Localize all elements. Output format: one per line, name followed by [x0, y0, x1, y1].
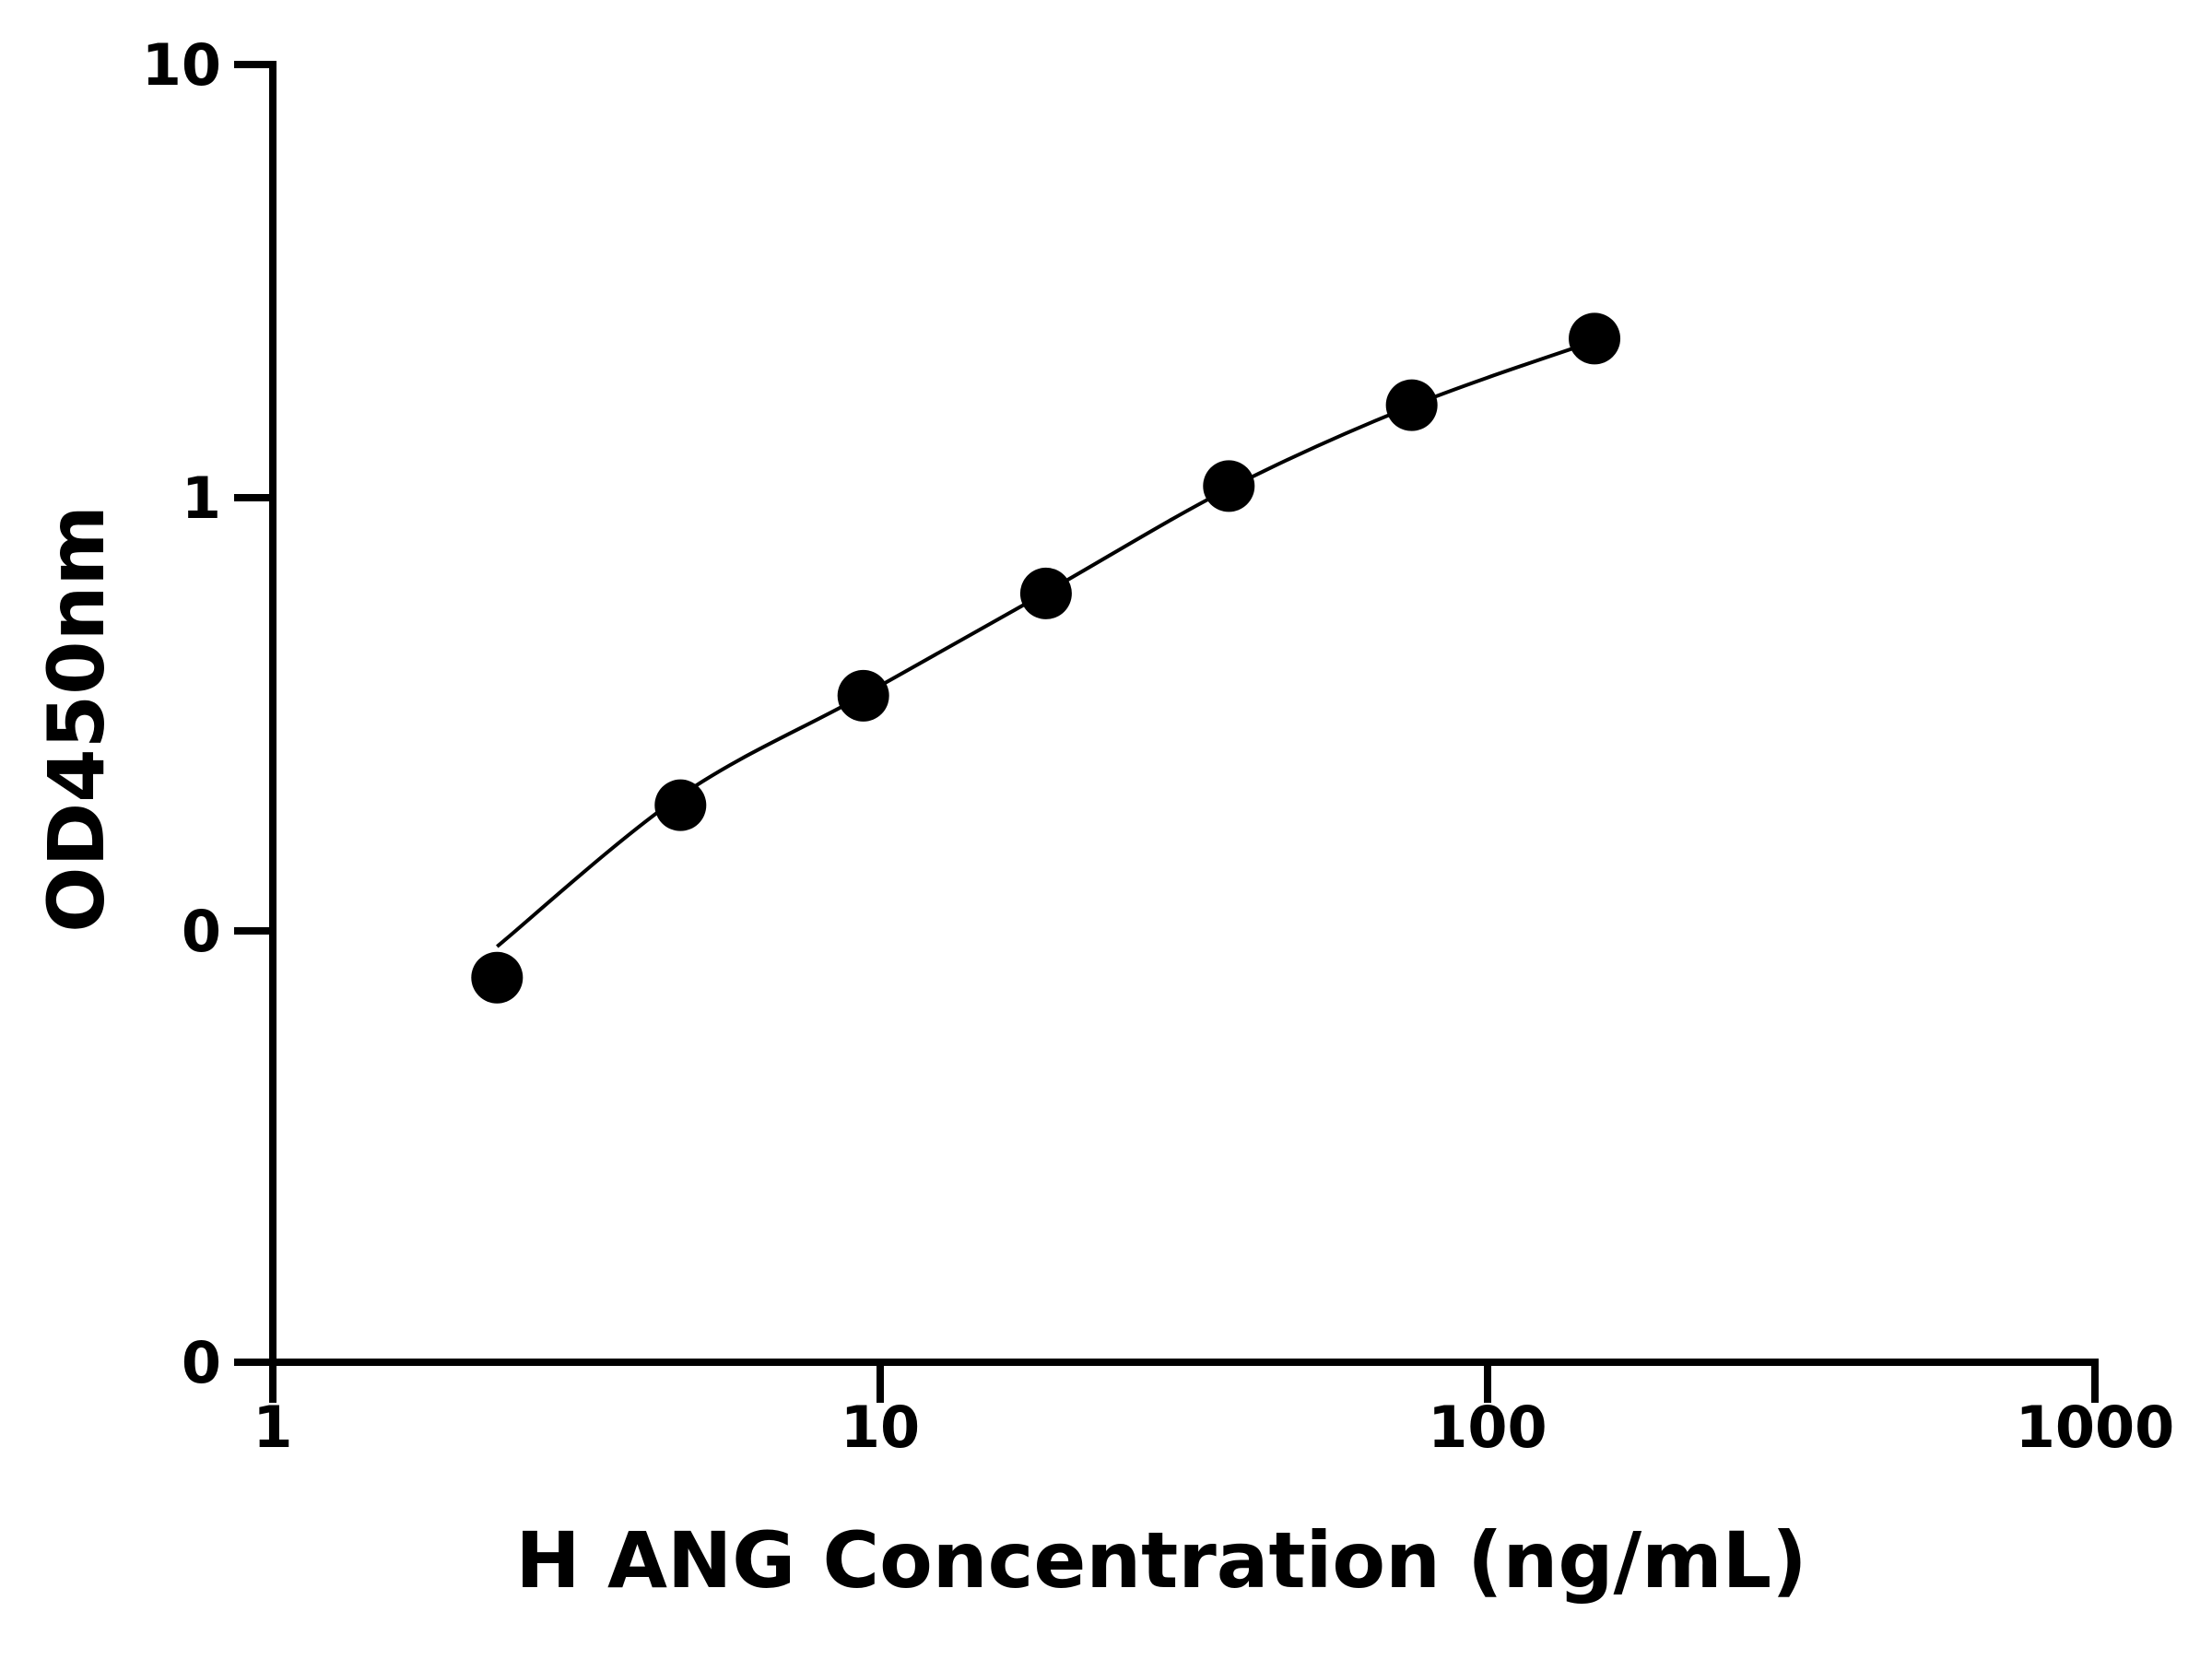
data-point-5 [1203, 460, 1255, 512]
data-points [471, 312, 1621, 1004]
x-tick-label-1: 1 [253, 1394, 292, 1461]
fit-curve-layer [496, 339, 1595, 948]
data-point-6 [1385, 379, 1438, 431]
data-point-3 [837, 669, 889, 722]
y-tick-label-3: 10 [142, 31, 221, 99]
tick-marks [234, 61, 2099, 1403]
data-point-1 [471, 951, 524, 1004]
data-point-7 [1569, 312, 1621, 365]
data-point-2 [654, 779, 707, 831]
y-tick-label-1: 0 [182, 898, 221, 965]
axes [269, 61, 2099, 1366]
y-axis-title: OD450nm [31, 505, 122, 933]
x-tick-label-1000: 1000 [2016, 1394, 2175, 1461]
data-point-4 [1019, 567, 1072, 619]
y-tick-label-0: 0 [182, 1329, 221, 1396]
fit-curve [496, 339, 1595, 948]
x-tick-label-100: 100 [1428, 1394, 1547, 1461]
x-tick-label-10: 10 [841, 1394, 920, 1461]
y-tick-label-2: 1 [182, 465, 221, 532]
x-axis-title: H ANG Concentration (ng/mL) [515, 1515, 1806, 1606]
